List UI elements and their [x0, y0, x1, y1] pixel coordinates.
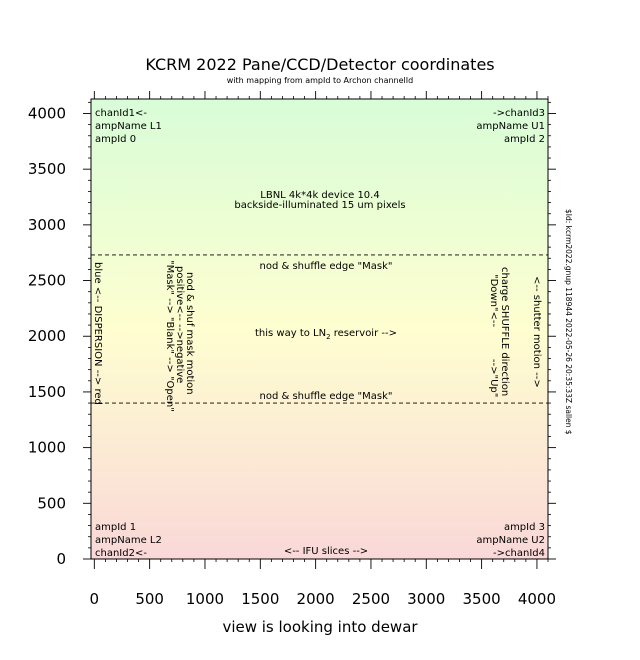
bottom-right-line-2: ampName U2	[476, 535, 545, 546]
nod-shuffle-edge-top-label: nod & shuffle edge "Mask"	[260, 261, 393, 272]
y-tick-label: 500	[37, 494, 66, 512]
device-label-line-2: backside-illuminated 15 um pixels	[234, 200, 405, 211]
bottom-right-line-3: ->chanId4	[493, 548, 545, 559]
y-tick-label: 2500	[28, 272, 66, 290]
y-tick-label: 2000	[28, 327, 66, 345]
x-tick-label: 1000	[186, 590, 224, 608]
mask-motion-line-3: "Mask" --> "Blank" --> "Open"	[164, 260, 175, 412]
top-right-line-3: ampId 2	[504, 134, 545, 145]
reservoir-label: this way to LN2 reservoir -->	[255, 328, 397, 341]
top-left-line-1: chanId1<-	[95, 108, 147, 119]
nod-shuffle-edge-bottom-label: nod & shuffle edge "Mask"	[260, 391, 393, 402]
x-tick-label: 1500	[241, 590, 279, 608]
dashed-lines-group	[91, 254, 548, 404]
charge-shuffle-line-1: charge SHUFFLE direction	[499, 267, 510, 396]
mask-motion-line-2: positive<-- -->negative	[174, 266, 185, 383]
charge-shuffle-line-2: "Down"<-- -->"Up"	[488, 274, 499, 397]
top-left-line-3: ampId 0	[95, 134, 136, 145]
x-tick-label: 500	[135, 590, 164, 608]
x-tick-label: 3000	[407, 590, 445, 608]
bottom-left-line-2: ampName L2	[95, 535, 162, 546]
plot-area	[91, 99, 548, 559]
x-tick-label: 4000	[518, 590, 556, 608]
y-tick-label: 4000	[28, 104, 66, 122]
x-tick-label: 2000	[297, 590, 335, 608]
y-tick-label: 1500	[28, 383, 66, 401]
reservoir-label-post: reservoir -->	[331, 328, 397, 339]
y-tick-label: 1000	[28, 439, 66, 457]
bottom-left-line-1: ampId 1	[95, 522, 136, 533]
mask-motion-line-1: nod & shuf mask motion	[184, 272, 195, 395]
x-tick-label: 2500	[352, 590, 390, 608]
top-left-line-2: ampName L1	[95, 121, 162, 132]
top-right-line-1: ->chanId3	[493, 108, 545, 119]
rcs-id-label: $Id: kcrm2022.gnup 118944 2022-05-26 20:…	[564, 209, 573, 435]
chart-subtitle: with mapping from ampId to Archon channe…	[227, 76, 413, 85]
bottom-left-line-3: chanId2<-	[95, 548, 147, 559]
reservoir-label-subscript: 2	[326, 333, 330, 341]
ifu-slices-label: <-- IFU slices -->	[284, 546, 368, 557]
x-axis-label: view is looking into dewar	[222, 618, 418, 636]
dispersion-label: blue <-- DISPERSION --> red	[92, 262, 103, 405]
y-tick-label: 3500	[28, 160, 66, 178]
x-tick-label: 0	[90, 590, 100, 608]
bottom-right-line-1: ampId 3	[504, 522, 545, 533]
axes-group: 0 500 1000 1500 2000 2500 3000 3500 4000 0 500 1000…	[28, 91, 556, 608]
reservoir-label-pre: this way to LN	[255, 328, 326, 339]
top-right-line-2: ampName U1	[476, 121, 545, 132]
y-tick-label: 3000	[28, 216, 66, 234]
x-tick-label: 3500	[463, 590, 501, 608]
chart-title: KCRM 2022 Pane/CCD/Detector coordinates	[145, 55, 494, 74]
plot-frame	[90, 98, 549, 560]
y-tick-label: 0	[56, 550, 66, 568]
device-label-line-1: LBNL 4k*4k device 10.4	[260, 190, 379, 201]
shutter-motion-label: <-- shutter motion -->	[531, 276, 542, 388]
